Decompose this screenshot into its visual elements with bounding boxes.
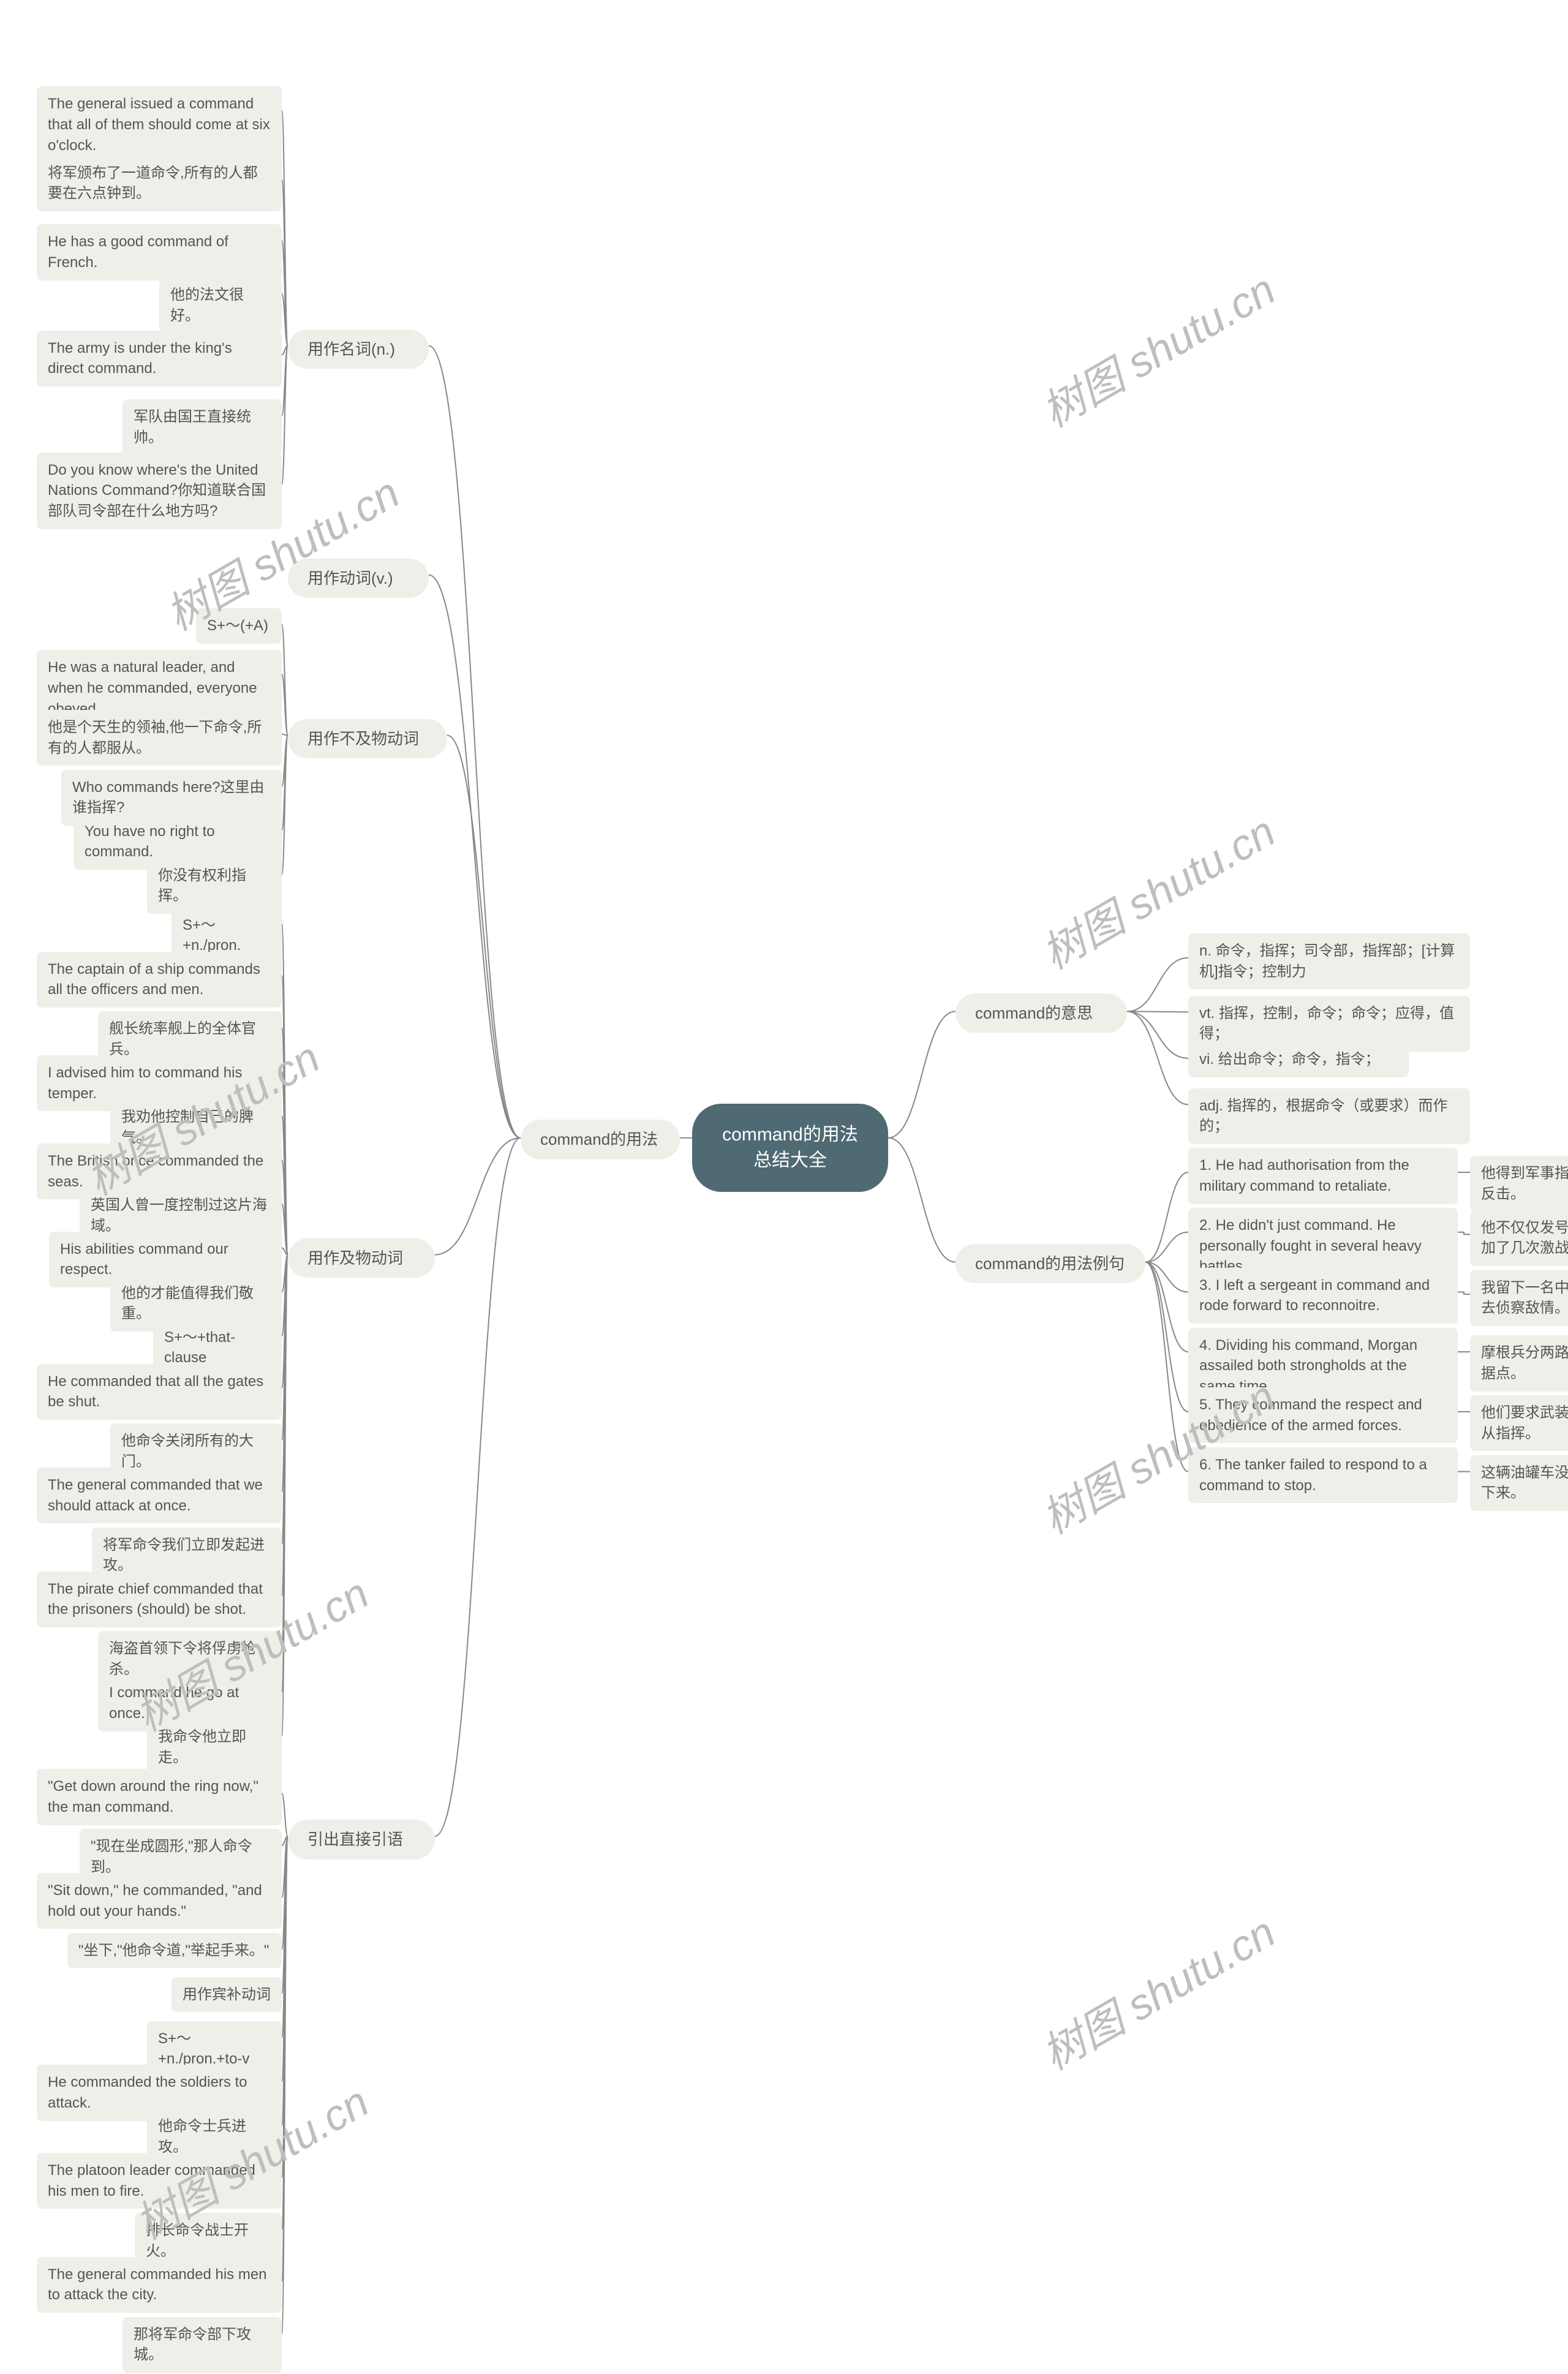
- leaf-node: 将军颁布了一道命令,所有的人都要在六点钟到。: [37, 156, 282, 211]
- leaf-node: 那将军命令部下攻城。: [123, 2317, 282, 2373]
- branch-m_usage: command的用法: [521, 1120, 680, 1159]
- leaf-node: n. 命令，指挥；司令部，指挥部；[计算机]指令；控制力: [1188, 933, 1470, 989]
- leaf-node: 我命令他立即走。: [147, 1719, 282, 1775]
- leaf-trans-node: 他们要求武装部队尊重上级、服从指挥。: [1470, 1395, 1568, 1451]
- leaf-node: 军队由国王直接统帅。: [123, 399, 282, 455]
- leaf-node: The general commanded his men to attack …: [37, 2257, 282, 2313]
- branch-m_noun: 用作名词(n.): [288, 330, 429, 369]
- leaf-node: "坐下,"他命令道,"举起手来。": [67, 1933, 282, 1969]
- leaf-node: He commanded that all the gates be shut.: [37, 1364, 282, 1420]
- leaf-node: 他是个天生的领袖,他一下命令,所有的人都服从。: [37, 710, 282, 766]
- leaf-node: 3. I left a sergeant in command and rode…: [1188, 1268, 1458, 1324]
- branch-m_verb_l: 用作动词(v.): [288, 559, 429, 598]
- leaf-node: The general commanded that we should att…: [37, 1468, 282, 1523]
- leaf-node: The army is under the king's direct comm…: [37, 331, 282, 386]
- leaf-node: Do you know where's the United Nations C…: [37, 453, 282, 529]
- leaf-node: S+～(+A): [196, 608, 282, 644]
- leaf-node: 5. They command the respect and obedienc…: [1188, 1387, 1458, 1443]
- branch-m_vi: 用作不及物动词: [288, 719, 447, 758]
- leaf-trans-node: 摩根兵分两路同时袭击了两个据点。: [1470, 1335, 1568, 1391]
- leaf-trans-node: 他得到军事指挥部授权，准备反击。: [1470, 1156, 1568, 1211]
- branch-m_examples: command的用法例句: [956, 1244, 1145, 1283]
- leaf-node: 1. He had authorisation from the militar…: [1188, 1148, 1458, 1204]
- leaf-node: 你没有权利指挥。: [147, 858, 282, 914]
- leaf-trans-node: 他不仅仅发号施令，还身先士卒参加了几次激战。: [1470, 1210, 1568, 1266]
- leaf-node: 他的法文很好。: [159, 277, 282, 333]
- leaf-node: "Get down around the ring now," the man …: [37, 1769, 282, 1825]
- leaf-node: vi. 给出命令；命令，指令；: [1188, 1042, 1409, 1077]
- branch-m_quote: 引出直接引语: [288, 1820, 435, 1859]
- leaf-trans-node: 我留下一名中士指挥，自己策马前去侦察敌情。: [1470, 1270, 1568, 1326]
- leaf-node: The captain of a ship commands all the o…: [37, 952, 282, 1008]
- leaf-node: 6. The tanker failed to respond to a com…: [1188, 1447, 1458, 1503]
- leaf-node: The general issued a command that all of…: [37, 86, 282, 163]
- leaf-node: The platoon leader commanded his men to …: [37, 2153, 282, 2209]
- leaf-node: He has a good command of French.: [37, 224, 282, 280]
- leaf-node: 用作宾补动词: [172, 1977, 282, 2013]
- leaf-node: "Sit down," he commanded, "and hold out …: [37, 1873, 282, 1929]
- branch-m_meaning: command的意思: [956, 993, 1127, 1033]
- root-node: command的用法总结大全: [692, 1104, 888, 1192]
- leaf-node: adj. 指挥的，根据命令（或要求）而作的；: [1188, 1088, 1470, 1144]
- leaf-node: The pirate chief commanded that the pris…: [37, 1572, 282, 1627]
- branch-m_vt: 用作及物动词: [288, 1238, 435, 1278]
- leaf-trans-node: 这辆油罐车没有按照命令停下来。: [1470, 1455, 1568, 1511]
